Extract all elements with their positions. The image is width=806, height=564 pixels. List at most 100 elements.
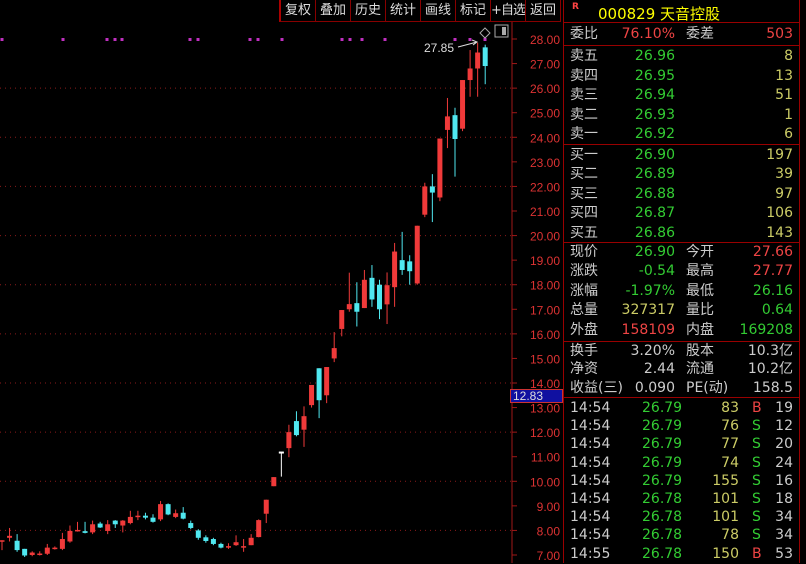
tick-side: B — [752, 545, 762, 562]
y-tick-label: 9.00 — [537, 500, 561, 514]
y-tick-label: 14.00 — [530, 377, 560, 391]
price-axis: 28.00 27.00 26.00 25.00 24.00 23.00 22.00 21.00… — [512, 33, 560, 563]
panel-toggle-icon[interactable] — [494, 24, 509, 38]
toolbar-history[interactable]: 历史 — [351, 0, 386, 22]
ask-label: 卖一 — [570, 126, 598, 143]
candle-body — [331, 348, 337, 359]
candle — [158, 500, 164, 522]
toolbar-add-watchlist[interactable]: +自选 — [491, 0, 526, 22]
toolbar-fuquan[interactable]: 复权 — [281, 0, 316, 22]
stat-row: 涨幅 -1.97% 最低 26.16 — [564, 282, 801, 301]
candle-body — [75, 529, 80, 532]
bid-row: 买三 26.88 97 — [564, 185, 801, 204]
stat-label: 涨幅 — [570, 282, 598, 299]
candle-body — [195, 530, 201, 538]
candle-body — [67, 530, 73, 542]
signal-marker — [280, 38, 284, 41]
candle-body — [444, 116, 450, 130]
candle-body — [339, 310, 345, 329]
candle-body — [90, 524, 96, 533]
fund-label: 股本 — [686, 343, 714, 359]
tick-side: S — [752, 472, 761, 489]
candle — [392, 242, 398, 307]
y-tick-label: 23.00 — [530, 156, 560, 170]
candle-body — [422, 186, 428, 215]
signal-markers — [0, 38, 487, 41]
tick-time: 14:55 — [570, 545, 611, 562]
candle — [309, 384, 315, 408]
stat-label: 今开 — [686, 244, 714, 260]
y-tick-label: 15.00 — [530, 352, 560, 366]
candle — [90, 520, 96, 535]
tick-side: S — [752, 491, 761, 507]
tick-price: 26.78 — [642, 509, 683, 526]
fund-label: 流通 — [686, 361, 714, 378]
candle-body — [309, 384, 315, 406]
candle — [399, 231, 405, 275]
cursor-price-label: 12.83 — [510, 389, 563, 403]
candle-body — [429, 186, 435, 193]
y-tick-label: 21.00 — [530, 205, 560, 219]
candle-body — [467, 68, 473, 81]
bid-book: 买一 26.90 197 买二 26.89 39 买三 26.88 97 买四 26.87 106 买五… — [564, 145, 801, 243]
bid-row: 买二 26.89 39 — [564, 165, 801, 184]
tick-price: 26.79 — [642, 400, 683, 416]
candle-body — [158, 504, 164, 520]
y-tick-label: 24.00 — [530, 131, 560, 145]
toolbar-draw[interactable]: 画线 — [421, 0, 456, 22]
candle — [210, 537, 216, 546]
toolbar-back[interactable]: 返回 — [526, 0, 561, 22]
candle-body — [105, 524, 111, 531]
signal-marker — [120, 38, 124, 41]
tick-count: 20 — [775, 436, 793, 453]
candle — [422, 182, 428, 218]
candle-body — [377, 284, 382, 310]
y-tick-label: 7.00 — [537, 549, 561, 563]
toolbar-mark[interactable]: 标记 — [456, 0, 491, 22]
tick-volume: 78 — [721, 527, 739, 544]
tick-row: 14:54 26.79 155 S 16 — [564, 472, 801, 491]
tick-price: 26.79 — [642, 436, 683, 453]
candle-body — [324, 367, 330, 396]
candle-body — [286, 432, 292, 449]
candle — [180, 507, 186, 520]
candles — [0, 42, 488, 557]
tick-volume: 77 — [721, 436, 739, 453]
stat-value: -1.97% — [625, 282, 675, 299]
candle-body — [392, 251, 398, 288]
stat-value: 327317 — [621, 302, 675, 319]
tick-side: S — [752, 509, 761, 526]
ask-label: 卖五 — [570, 48, 598, 64]
candle — [354, 282, 360, 327]
candle-body — [414, 225, 420, 284]
bid-volume: 106 — [766, 205, 793, 222]
y-tick-label: 26.00 — [530, 82, 560, 96]
bid-price: 26.86 — [634, 224, 675, 241]
candle — [105, 520, 111, 535]
bid-row: 买四 26.87 106 — [564, 204, 801, 223]
signal-marker — [453, 38, 457, 41]
stock-header: R 000829 天音控股 — [564, 0, 799, 23]
ratio-value: 76.10% — [621, 26, 675, 42]
diamond-icon[interactable] — [479, 27, 491, 39]
candle-body — [203, 537, 209, 541]
toolbar-overlay[interactable]: 叠加 — [316, 0, 351, 22]
stock-title: 000829 天音控股 — [598, 3, 720, 24]
stat-value: 26.90 — [634, 244, 675, 260]
stat-label: 现价 — [570, 244, 598, 260]
tick-list[interactable]: 14:54 26.79 83 B 19 14:54 26.79 76 S 12 14:54 26.79… — [564, 398, 801, 563]
candlestick-chart[interactable]: 28.00 27.00 26.00 25.00 24.00 23.00 22.00 21.00… — [0, 0, 563, 563]
stat-value: 169208 — [739, 321, 793, 338]
ask-volume: 1 — [784, 106, 793, 123]
toolbar-stats[interactable]: 统计 — [386, 0, 421, 22]
signal-marker — [340, 38, 344, 41]
fund-value: 10.2亿 — [747, 361, 793, 378]
candle-body — [263, 499, 269, 514]
candle — [14, 534, 20, 552]
candle — [331, 332, 337, 363]
tick-price: 26.79 — [642, 454, 683, 471]
tick-count: 34 — [775, 527, 793, 544]
candle-body — [44, 547, 50, 554]
stat-label: 量比 — [686, 302, 714, 319]
candle — [44, 543, 50, 555]
